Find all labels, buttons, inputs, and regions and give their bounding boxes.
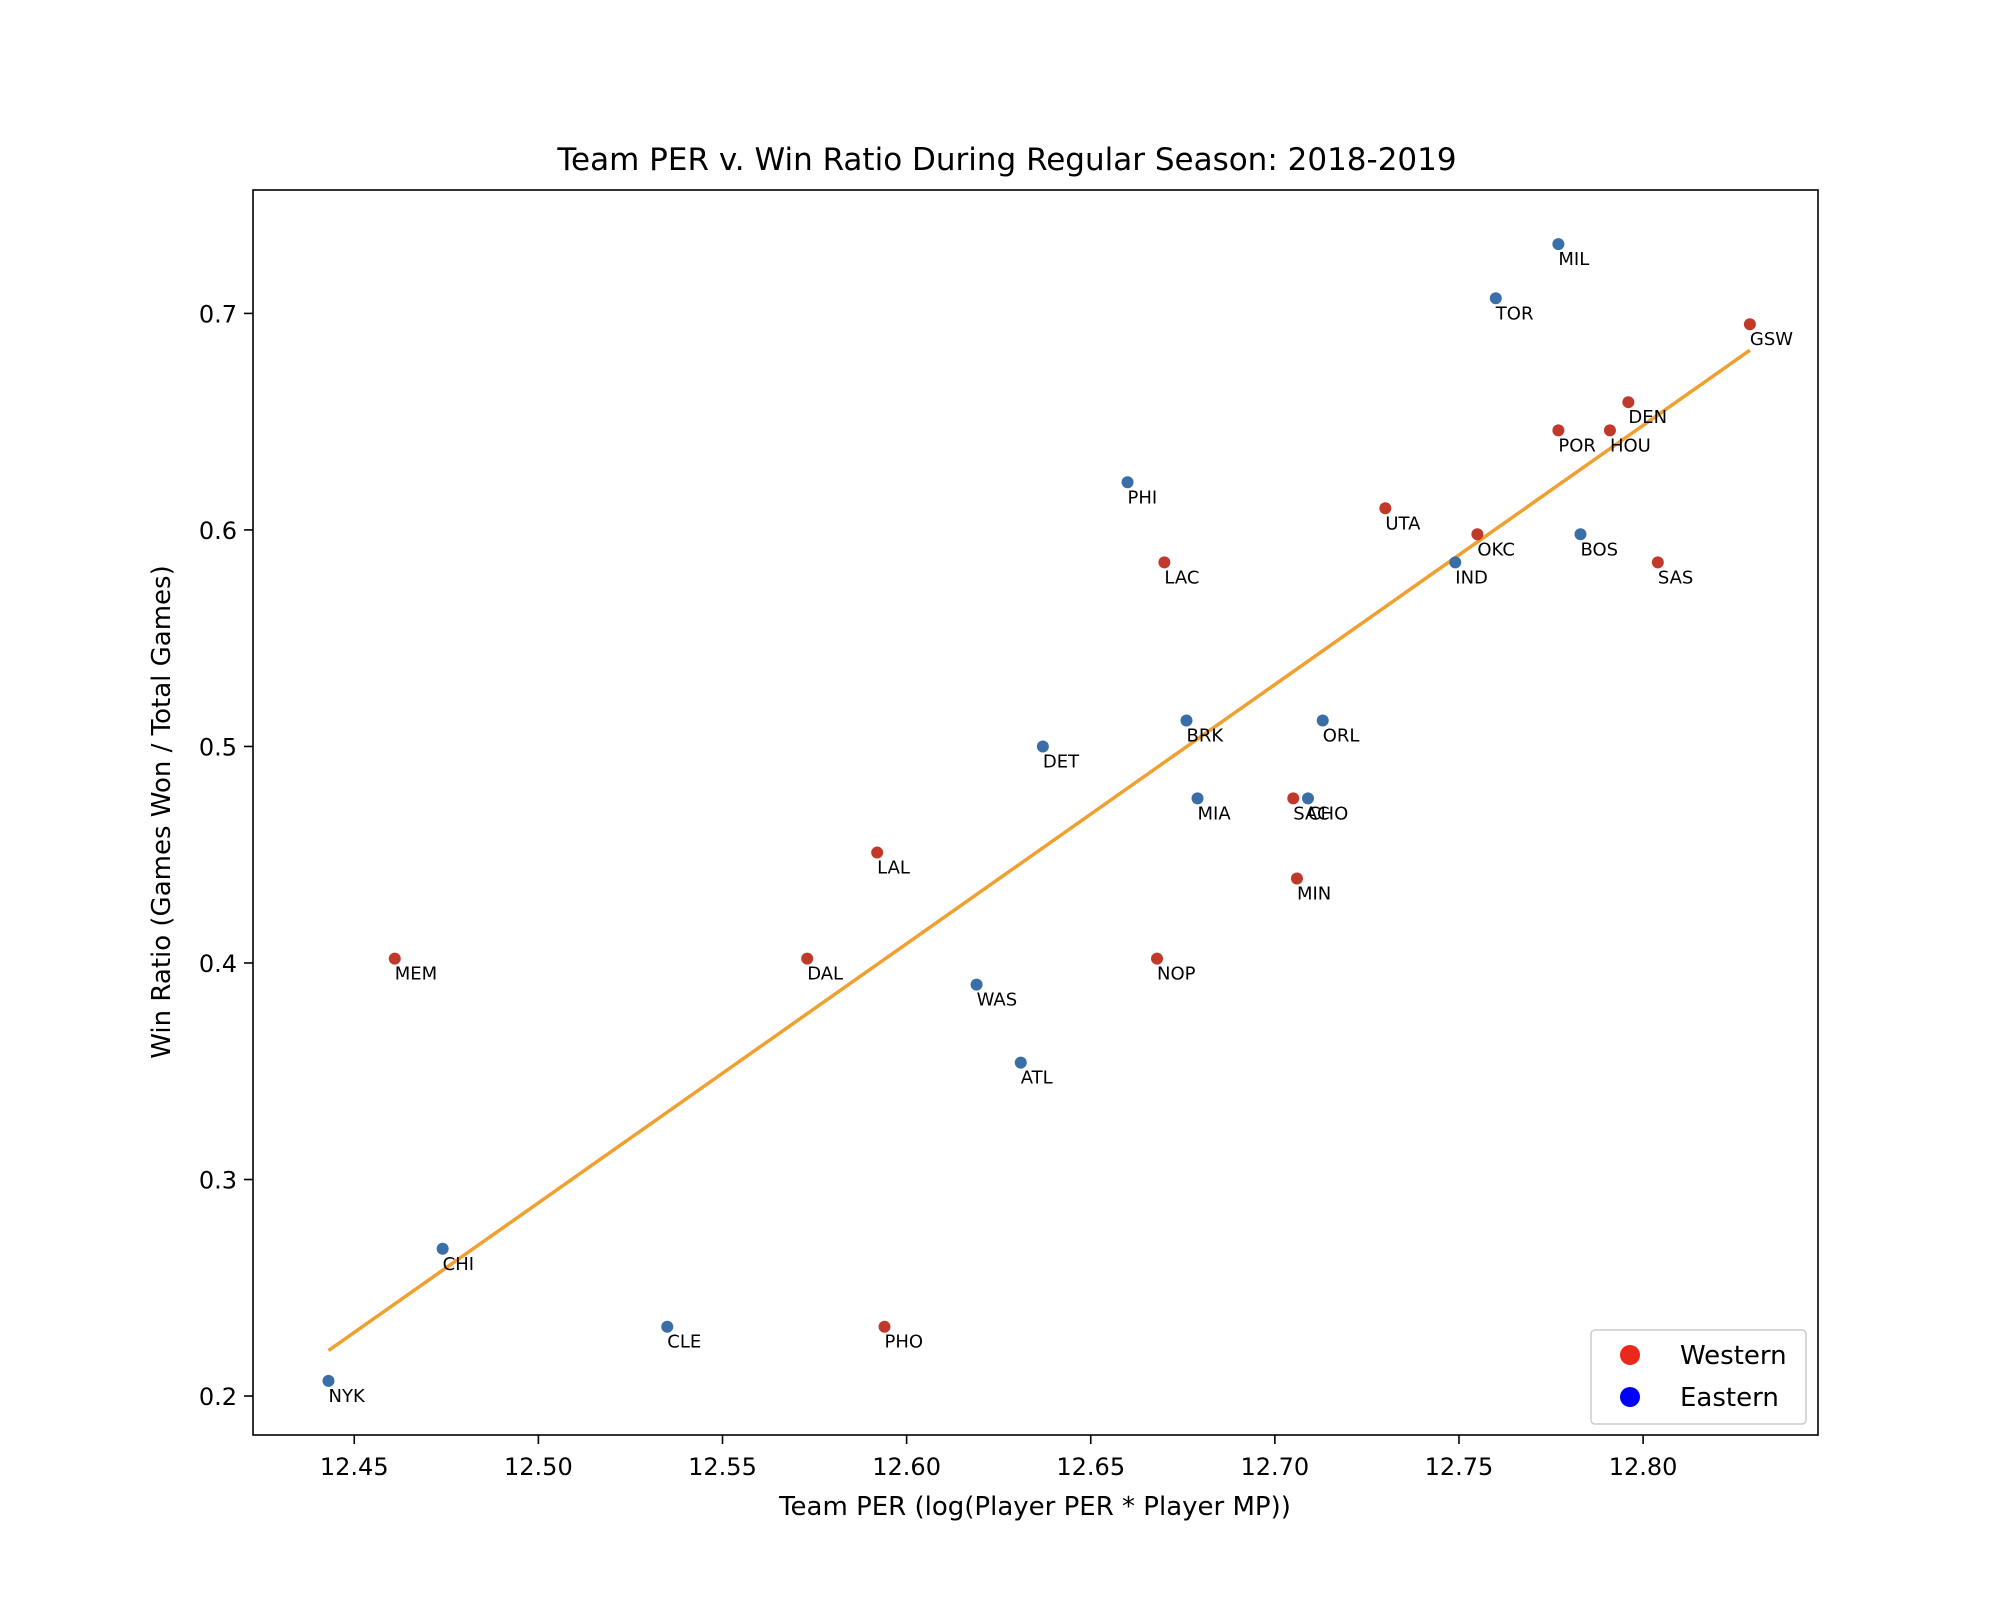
chart-title: Team PER v. Win Ratio During Regular Sea… [556, 142, 1456, 178]
point-uta [1379, 502, 1392, 515]
x-tick-label: 12.60 [872, 1453, 941, 1481]
points-layer: GSW DEN POR HOU UTA OKC SAS LAC SAC MIN LAL MEM DAL N… [322, 238, 1793, 1407]
point-label-gsw: GSW [1750, 329, 1793, 350]
y-tick-label: 0.5 [199, 733, 237, 761]
point-label-tor: TOR [1495, 303, 1534, 324]
point-label-dal: DAL [807, 964, 843, 985]
y-tick-label: 0.3 [199, 1167, 237, 1195]
point-label-lal: LAL [877, 858, 910, 879]
point-gsw [1743, 318, 1756, 331]
point-label-uta: UTA [1385, 513, 1421, 534]
point-mil [1552, 238, 1565, 251]
x-tick-label: 12.70 [1240, 1453, 1309, 1481]
point-dal [801, 952, 814, 965]
point-phi [1121, 476, 1134, 489]
point-label-phi: PHI [1128, 487, 1158, 508]
point-mem [388, 952, 401, 965]
point-tor [1489, 292, 1502, 305]
legend-marker-western [1620, 1345, 1640, 1365]
point-chi [436, 1242, 449, 1255]
point-label-hou: HOU [1610, 435, 1651, 456]
legend-label-western: Western [1680, 1341, 1787, 1371]
point-sas [1651, 556, 1664, 569]
point-nop [1151, 952, 1164, 965]
point-pho [878, 1320, 891, 1333]
point-label-min: MIN [1297, 884, 1331, 905]
point-label-atl: ATL [1021, 1068, 1053, 1089]
point-label-sac: SAC [1293, 803, 1329, 824]
x-axis: 12.45 12.50 12.55 12.60 12.65 12.70 12.75 12.80 [320, 1435, 1678, 1481]
point-label-cle: CLE [667, 1332, 701, 1353]
point-orl [1316, 714, 1329, 727]
point-label-sas: SAS [1658, 567, 1694, 588]
legend-marker-eastern [1620, 1387, 1640, 1407]
point-cle [661, 1320, 674, 1333]
point-lac [1158, 556, 1171, 569]
point-label-det: DET [1043, 751, 1080, 772]
point-was [970, 978, 983, 991]
point-atl [1014, 1056, 1027, 1069]
point-label-orl: ORL [1323, 725, 1360, 746]
point-label-pho: PHO [885, 1332, 924, 1353]
point-den [1622, 396, 1635, 409]
point-nyk [322, 1374, 335, 1387]
point-okc [1471, 528, 1484, 541]
point-label-bos: BOS [1580, 539, 1618, 560]
x-axis-label: Team PER (log(Player PER * Player MP)) [778, 1492, 1291, 1522]
point-hou [1603, 424, 1616, 437]
point-label-por: POR [1558, 435, 1596, 456]
x-tick-label: 12.45 [320, 1453, 389, 1481]
y-axis-label: Win Ratio (Games Won / Total Games) [147, 565, 177, 1058]
point-mia [1191, 792, 1204, 805]
point-label-brk: BRK [1186, 725, 1224, 746]
point-min [1290, 872, 1303, 885]
x-tick-label: 12.50 [504, 1453, 573, 1481]
point-label-mil: MIL [1558, 249, 1589, 270]
trendline-layer [327, 348, 1751, 1352]
point-label-mem: MEM [395, 964, 437, 985]
point-label-mia: MIA [1198, 803, 1232, 824]
legend-frame [1590, 1329, 1807, 1425]
point-label-den: DEN [1628, 407, 1667, 428]
point-label-okc: OKC [1477, 539, 1515, 560]
point-label-nop: NOP [1157, 964, 1196, 985]
x-tick-label: 12.65 [1056, 1453, 1125, 1481]
legend: Western Eastern [1590, 1329, 1807, 1425]
point-label-nyk: NYK [328, 1386, 365, 1407]
point-sac [1287, 792, 1300, 805]
legend-label-eastern: Eastern [1680, 1383, 1779, 1413]
plot-area-frame [252, 189, 1819, 1436]
x-tick-label: 12.80 [1609, 1453, 1678, 1481]
y-tick-label: 0.7 [199, 300, 237, 328]
trendline [327, 348, 1751, 1352]
y-tick-label: 0.6 [199, 517, 237, 545]
point-label-cho: CHO [1308, 803, 1348, 824]
point-label-lac: LAC [1164, 567, 1199, 588]
point-label-was: WAS [977, 990, 1018, 1011]
x-tick-label: 12.75 [1425, 1453, 1494, 1481]
point-det [1036, 740, 1049, 753]
point-label-chi: CHI [443, 1254, 474, 1275]
point-label-ind: IND [1455, 567, 1488, 588]
y-tick-label: 0.4 [199, 950, 237, 978]
point-bos [1574, 528, 1587, 541]
x-tick-label: 12.55 [688, 1453, 757, 1481]
point-lal [871, 846, 884, 859]
point-por [1552, 424, 1565, 437]
point-cho [1301, 792, 1314, 805]
point-ind [1449, 556, 1462, 569]
y-axis: 0.2 0.3 0.4 0.5 0.6 0.7 [199, 300, 253, 1411]
y-tick-label: 0.2 [199, 1383, 237, 1411]
point-brk [1180, 714, 1193, 727]
